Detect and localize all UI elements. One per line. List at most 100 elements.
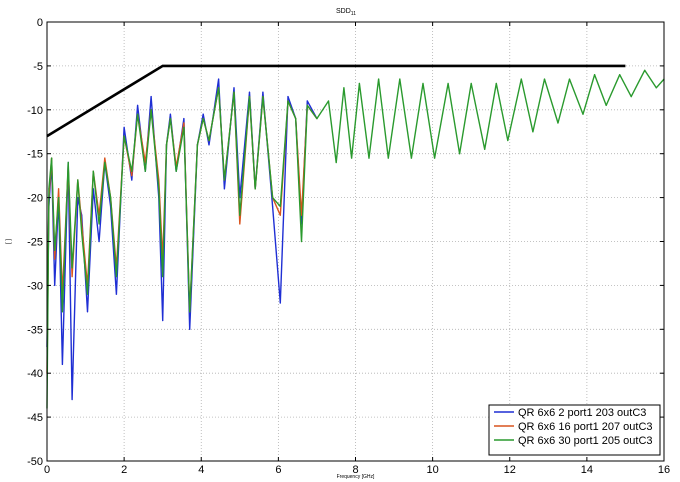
- y-tick-label: -35: [27, 324, 43, 336]
- y-tick-label: -20: [27, 193, 43, 205]
- series-point: [557, 122, 559, 124]
- y-axis-label: [ ]: [6, 239, 12, 244]
- series-point: [593, 74, 596, 76]
- x-tick-label: 4: [198, 464, 204, 476]
- series-point: [248, 91, 251, 93]
- series-point: [183, 126, 185, 128]
- series-point: [48, 188, 50, 190]
- chart-title-main: SDD: [336, 8, 351, 15]
- series-point: [262, 91, 264, 93]
- y-tick-label: -50: [27, 456, 43, 468]
- series-point: [202, 113, 204, 115]
- series-layer: [46, 64, 665, 409]
- series-point: [233, 87, 235, 89]
- x-tick-label: 12: [504, 464, 516, 476]
- legend-box: [488, 404, 661, 456]
- series-point: [630, 96, 632, 98]
- series-point: [57, 188, 60, 190]
- series-point: [287, 96, 289, 98]
- series-point: [568, 78, 571, 80]
- chart-title-subscript: 11: [351, 11, 356, 17]
- y-tick-label: 0: [37, 17, 43, 29]
- series-point: [316, 117, 318, 120]
- series-point: [51, 157, 53, 159]
- series-point: [239, 223, 241, 225]
- y-tick-label: -10: [27, 105, 43, 117]
- series-point: [262, 96, 264, 98]
- series-point: [655, 87, 657, 89]
- chart-title: SDD11: [336, 8, 356, 17]
- x-axis-label: Frequency [GHz]: [337, 474, 375, 480]
- series-point: [61, 363, 64, 366]
- series-point: [248, 96, 251, 98]
- series-point: [410, 157, 413, 159]
- series-point: [279, 214, 281, 216]
- series-point: [71, 276, 73, 278]
- legend-entry-label: QR 6x6 16 port1 207 outC3: [518, 421, 653, 433]
- series-point: [306, 104, 308, 107]
- x-tick-label: 6: [275, 464, 281, 476]
- series-point: [54, 249, 56, 251]
- series-point: [169, 117, 171, 120]
- series-point: [189, 328, 191, 330]
- series-point: [520, 78, 522, 80]
- series-point: [131, 175, 133, 177]
- series-point: [110, 197, 112, 199]
- legend-entry-label: QR 6x6 30 port1 205 outC3: [518, 435, 653, 447]
- x-tick-label: 14: [581, 464, 593, 476]
- series-point: [54, 284, 56, 286]
- x-tick-label: 2: [121, 464, 127, 476]
- series-point: [619, 74, 621, 76]
- tick-layer: 0 2 4 6 8 10 12 14 16 0 -5 -10 -15 -20 -25 -30 -35 -40 -45…: [27, 17, 670, 476]
- series-point: [208, 144, 210, 146]
- series-point: [131, 170, 133, 172]
- series-point: [71, 267, 73, 269]
- series-point: [271, 197, 274, 199]
- series-point: [115, 276, 118, 278]
- series-point: [77, 179, 79, 181]
- series-point: [92, 170, 94, 172]
- x-tick-label: 16: [658, 464, 670, 476]
- series-point: [208, 139, 210, 142]
- series-point: [300, 240, 303, 243]
- x-tick-label: 8: [352, 464, 358, 476]
- series-point: [158, 188, 160, 190]
- series-point: [150, 109, 152, 111]
- series-point: [61, 311, 64, 313]
- series-point: [335, 161, 337, 164]
- series-point: [279, 302, 281, 304]
- series-point: [77, 197, 79, 199]
- y-tick-label: -15: [27, 149, 43, 161]
- series-point: [343, 87, 345, 89]
- series-point: [54, 258, 56, 260]
- series-point: [295, 117, 297, 120]
- grid-layer: [47, 22, 664, 461]
- series-point: [175, 170, 177, 172]
- series-point: [378, 78, 380, 80]
- series-point: [86, 293, 89, 295]
- series-point: [165, 144, 168, 146]
- series-point: [495, 82, 497, 85]
- series-point: [162, 276, 164, 278]
- series-point: [169, 113, 171, 115]
- series-point: [98, 240, 100, 243]
- y-tick-label: -5: [33, 61, 43, 73]
- series-point: [183, 117, 185, 120]
- series-point: [459, 153, 461, 155]
- series-point: [287, 100, 289, 102]
- series-point: [447, 82, 449, 85]
- series-point: [300, 214, 303, 216]
- series-point: [223, 188, 225, 190]
- series-point: [605, 104, 607, 107]
- series-point: [104, 161, 106, 164]
- series-point: [279, 205, 281, 207]
- series-point: [422, 82, 424, 85]
- series-point: [196, 144, 198, 146]
- series-point: [484, 148, 486, 150]
- series-point: [254, 188, 256, 190]
- series-line: [46, 87, 318, 374]
- series-point: [81, 232, 83, 234]
- series-point: [104, 157, 106, 159]
